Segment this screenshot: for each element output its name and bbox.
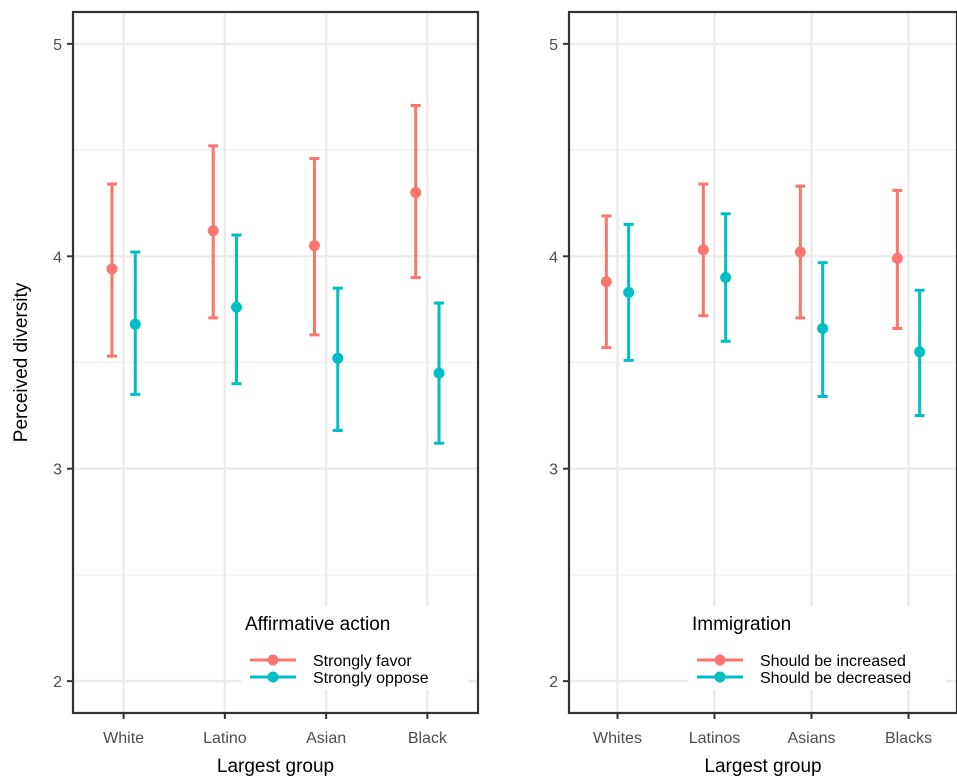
- panel1-legend-label-1: Strongly favor: [313, 653, 412, 670]
- panel2-series-1-point-0: [600, 276, 612, 288]
- panel2-ytick-label-1: 3: [549, 462, 558, 479]
- panel2-border: [567, 10, 957, 715]
- panel2-ytick-label-3: 5: [549, 37, 558, 54]
- panel2-legend-title: Immigration: [692, 614, 791, 635]
- panel1-ytick-label-0: 2: [53, 674, 62, 691]
- panel1-series-2-point-1: [231, 301, 243, 313]
- panel1-legend-label-2: Strongly oppose: [313, 670, 429, 687]
- panel2-series-1-point-3: [891, 252, 903, 264]
- panel2-legend-label-2: Should be decreased: [760, 670, 911, 687]
- panel1-border: [71, 10, 480, 715]
- panel2-legend-label-1: Should be increased: [760, 653, 906, 670]
- panel1-ytick-label-2: 4: [53, 249, 62, 266]
- panel2-series-2-point-2: [817, 323, 829, 335]
- panel1-legend-key-point-1: [267, 654, 279, 666]
- panel2-ytick-label-2: 4: [549, 249, 558, 266]
- panel1-series-2-point-2: [332, 352, 344, 364]
- panel2-series-1-point-1: [697, 244, 709, 256]
- panel1-xtick-label-3: Black: [408, 730, 448, 747]
- panel2-series-2-point-3: [914, 346, 926, 358]
- panel1-series-1-point-1: [207, 225, 219, 237]
- panel1-series-2-point-3: [433, 367, 445, 379]
- panel2-series-1-point-2: [794, 246, 806, 258]
- panel1-legend-title: Affirmative action: [245, 614, 390, 635]
- panel1-x-axis-title: Largest group: [217, 756, 334, 776]
- panel2-legend-key-point-1: [714, 654, 726, 666]
- panel1-legend-key-point-2: [267, 671, 279, 683]
- panel1-series-1-point-0: [106, 263, 118, 275]
- panel1-xtick-label-1: Latino: [203, 730, 247, 747]
- panel2-series-2-point-1: [720, 272, 732, 284]
- panel1-y-axis-title: Perceived diversity: [11, 282, 32, 442]
- panel1-xtick-label-2: Asian: [306, 730, 346, 747]
- panel2-series-2-point-0: [623, 286, 635, 298]
- panel2-legend-key-point-2: [714, 671, 726, 683]
- panel1-series-1-point-2: [308, 240, 320, 252]
- panel1-ytick-label-3: 5: [53, 37, 62, 54]
- panel2-xtick-label-3: Blacks: [885, 730, 932, 747]
- panel1-series-1-point-3: [410, 187, 422, 199]
- panel1-series-2-point-0: [129, 318, 141, 330]
- panel2-x-axis-title: Largest group: [704, 756, 821, 776]
- panel2-xtick-label-1: Latinos: [689, 730, 741, 747]
- panel2-xtick-label-0: Whites: [593, 730, 642, 747]
- panel2-ytick-label-0: 2: [549, 674, 558, 691]
- panel1-ytick-label-1: 3: [53, 462, 62, 479]
- panel1-xtick-label-0: White: [103, 730, 144, 747]
- panel2-xtick-label-2: Asians: [787, 730, 835, 747]
